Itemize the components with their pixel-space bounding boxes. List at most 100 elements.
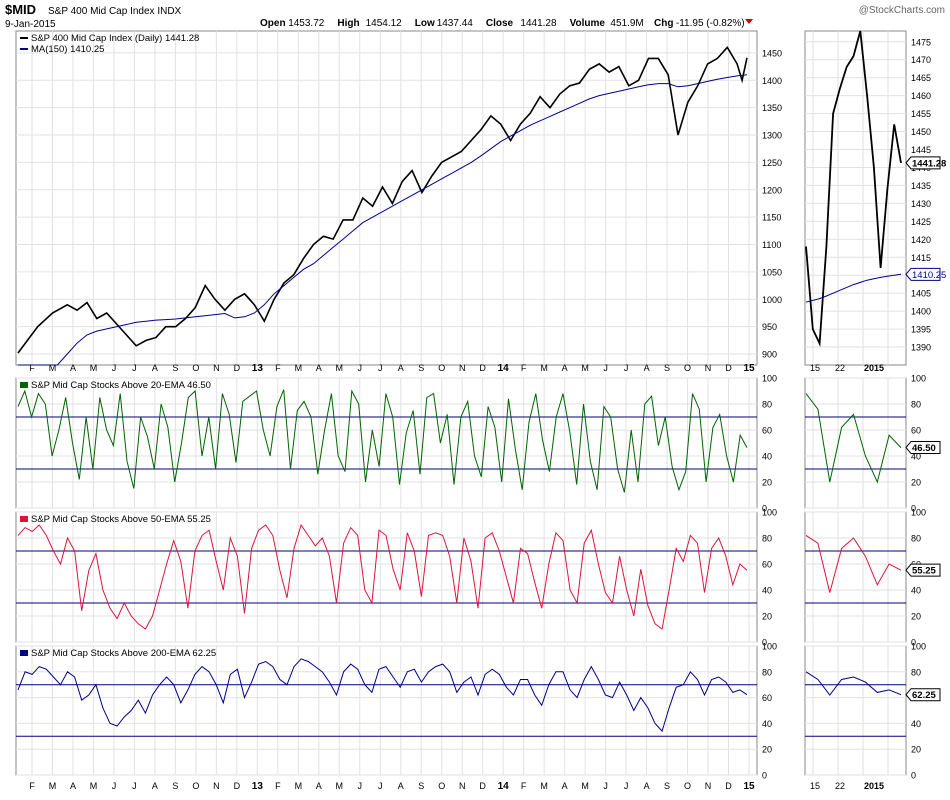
x-tick-label: M [336,363,344,373]
x-tick-label: S [418,781,424,791]
x-tick-label: J [358,781,363,791]
zoom-y-tick-label: 1415 [911,253,931,263]
y-tick-label: 20 [762,478,772,488]
x-tick-label: A [562,781,568,791]
x-tick-label: 14 [498,781,510,792]
value-tag-shape [905,441,941,455]
y-tick-label: 80 [762,667,772,677]
panel-frame [15,377,758,509]
zoom-y-tick-label: 80 [911,400,921,410]
y-tick-label: 950 [762,322,777,332]
y-tick-label: 20 [762,745,772,755]
panel-title: S&P Mid Cap Stocks Above 50-EMA 55.25 [31,514,211,525]
x-tick-label: J [603,363,608,373]
x-tick-label: D [725,363,732,373]
last-value-tag: 55.25 [905,563,941,577]
zoom-y-tick-label: 1405 [911,289,931,299]
zoom-x-tick-label: 22 [835,781,845,791]
x-tick-label: S [172,781,178,791]
date-label: 9-Jan-2015 [5,19,56,30]
x-tick-label: A [316,781,322,791]
chg-value: -11.95 (-0.82%) [676,18,745,29]
x-tick-label: O [192,363,199,373]
x-tick-label: J [624,363,629,373]
x-tick-label: D [234,781,241,791]
zoom-y-tick-label: 40 [911,452,921,462]
zoom-breadth-line-above200 [805,671,902,696]
x-tick-label: M [581,781,589,791]
last-value-label: 46.50 [912,443,936,454]
price-line [17,46,748,354]
open-label: Open [260,18,286,29]
x-tick-label: M [90,363,98,373]
zoom-price-line [805,30,902,347]
y-tick-label: 1150 [762,213,781,223]
value-tag-shape [905,156,941,170]
x-tick-label: D [479,363,486,373]
zoom-y-tick-label: 40 [911,719,921,729]
y-tick-label: 1100 [762,240,781,250]
zoom-y-tick-label: 80 [911,667,921,677]
y-tick-label: 80 [762,400,772,410]
value-tag-shape [905,688,941,702]
x-tick-label: F [29,363,35,373]
zoom-y-tick-label: 20 [911,478,921,488]
last-value-label: 1441.28 [912,158,946,169]
x-tick-label: 14 [498,363,510,374]
x-tick-label: D [479,781,486,791]
y-tick-label: 60 [762,560,772,570]
zoom-y-tick-label: 100 [911,642,926,652]
down-arrow-icon [745,19,753,24]
zoom-y-tick-label: 40 [911,586,921,596]
y-tick-label: 0 [762,638,767,648]
y-tick-label: 40 [762,719,772,729]
zoom-y-tick-label: 100 [911,508,926,518]
legend-swatch [20,516,28,522]
x-tick-label: A [398,363,404,373]
panel-title: S&P Mid Cap Stocks Above 20-EMA 46.50 [31,380,211,391]
x-tick-label: J [132,781,137,791]
zoom-y-tick-label: 1460 [911,91,931,101]
last-value-tag: 62.25 [905,688,941,702]
x-tick-label: 13 [252,363,264,374]
x-tick-label: J [132,363,137,373]
x-tick-label: N [705,363,712,373]
x-tick-label: A [644,363,650,373]
x-tick-label: J [603,781,608,791]
open-value: 1453.72 [288,18,325,29]
ma-tag-shape [905,267,941,281]
x-tick-label: J [358,363,363,373]
zoom-y-tick-label: 1390 [911,343,931,353]
zoom-y-tick-label: 1420 [911,235,931,245]
x-tick-label: N [459,363,466,373]
zoom-y-tick-label: 1475 [911,37,931,47]
legend-entry: MA(150) 1410.25 [31,44,104,55]
y-tick-label: 80 [762,534,772,544]
x-tick-label: O [684,781,691,791]
y-tick-label: 1050 [762,267,782,277]
x-tick-label: F [275,781,281,791]
volume-label: Volume [570,18,606,29]
x-tick-label: S [172,363,178,373]
x-tick-label: M [540,781,548,791]
zoom-y-tick-label: 1400 [911,307,931,317]
y-tick-label: 100 [762,642,777,652]
zoom-y-tick-label: 0 [911,504,916,514]
zoom-y-tick-label: 1395 [911,325,931,335]
chg-label: Chg [654,18,673,29]
zoom-y-tick-label: 100 [911,374,926,384]
zoom-y-tick-label: 20 [911,745,921,755]
last-value-label: 62.25 [912,690,936,701]
volume-value: 451.9M [610,18,643,29]
close-value: 1441.28 [520,18,557,29]
x-tick-label: O [438,363,445,373]
x-tick-label: J [112,781,117,791]
zoom-x-tick-label: 2015 [864,781,884,791]
zoom-y-tick-label: 80 [911,534,921,544]
ma150-line [18,74,748,366]
zoom-x-tick-label: 22 [835,363,845,373]
last-value-tag: 46.50 [905,441,941,455]
watermark: @StockCharts.com [859,5,945,16]
zoom-x-tick-label: 15 [810,363,820,373]
